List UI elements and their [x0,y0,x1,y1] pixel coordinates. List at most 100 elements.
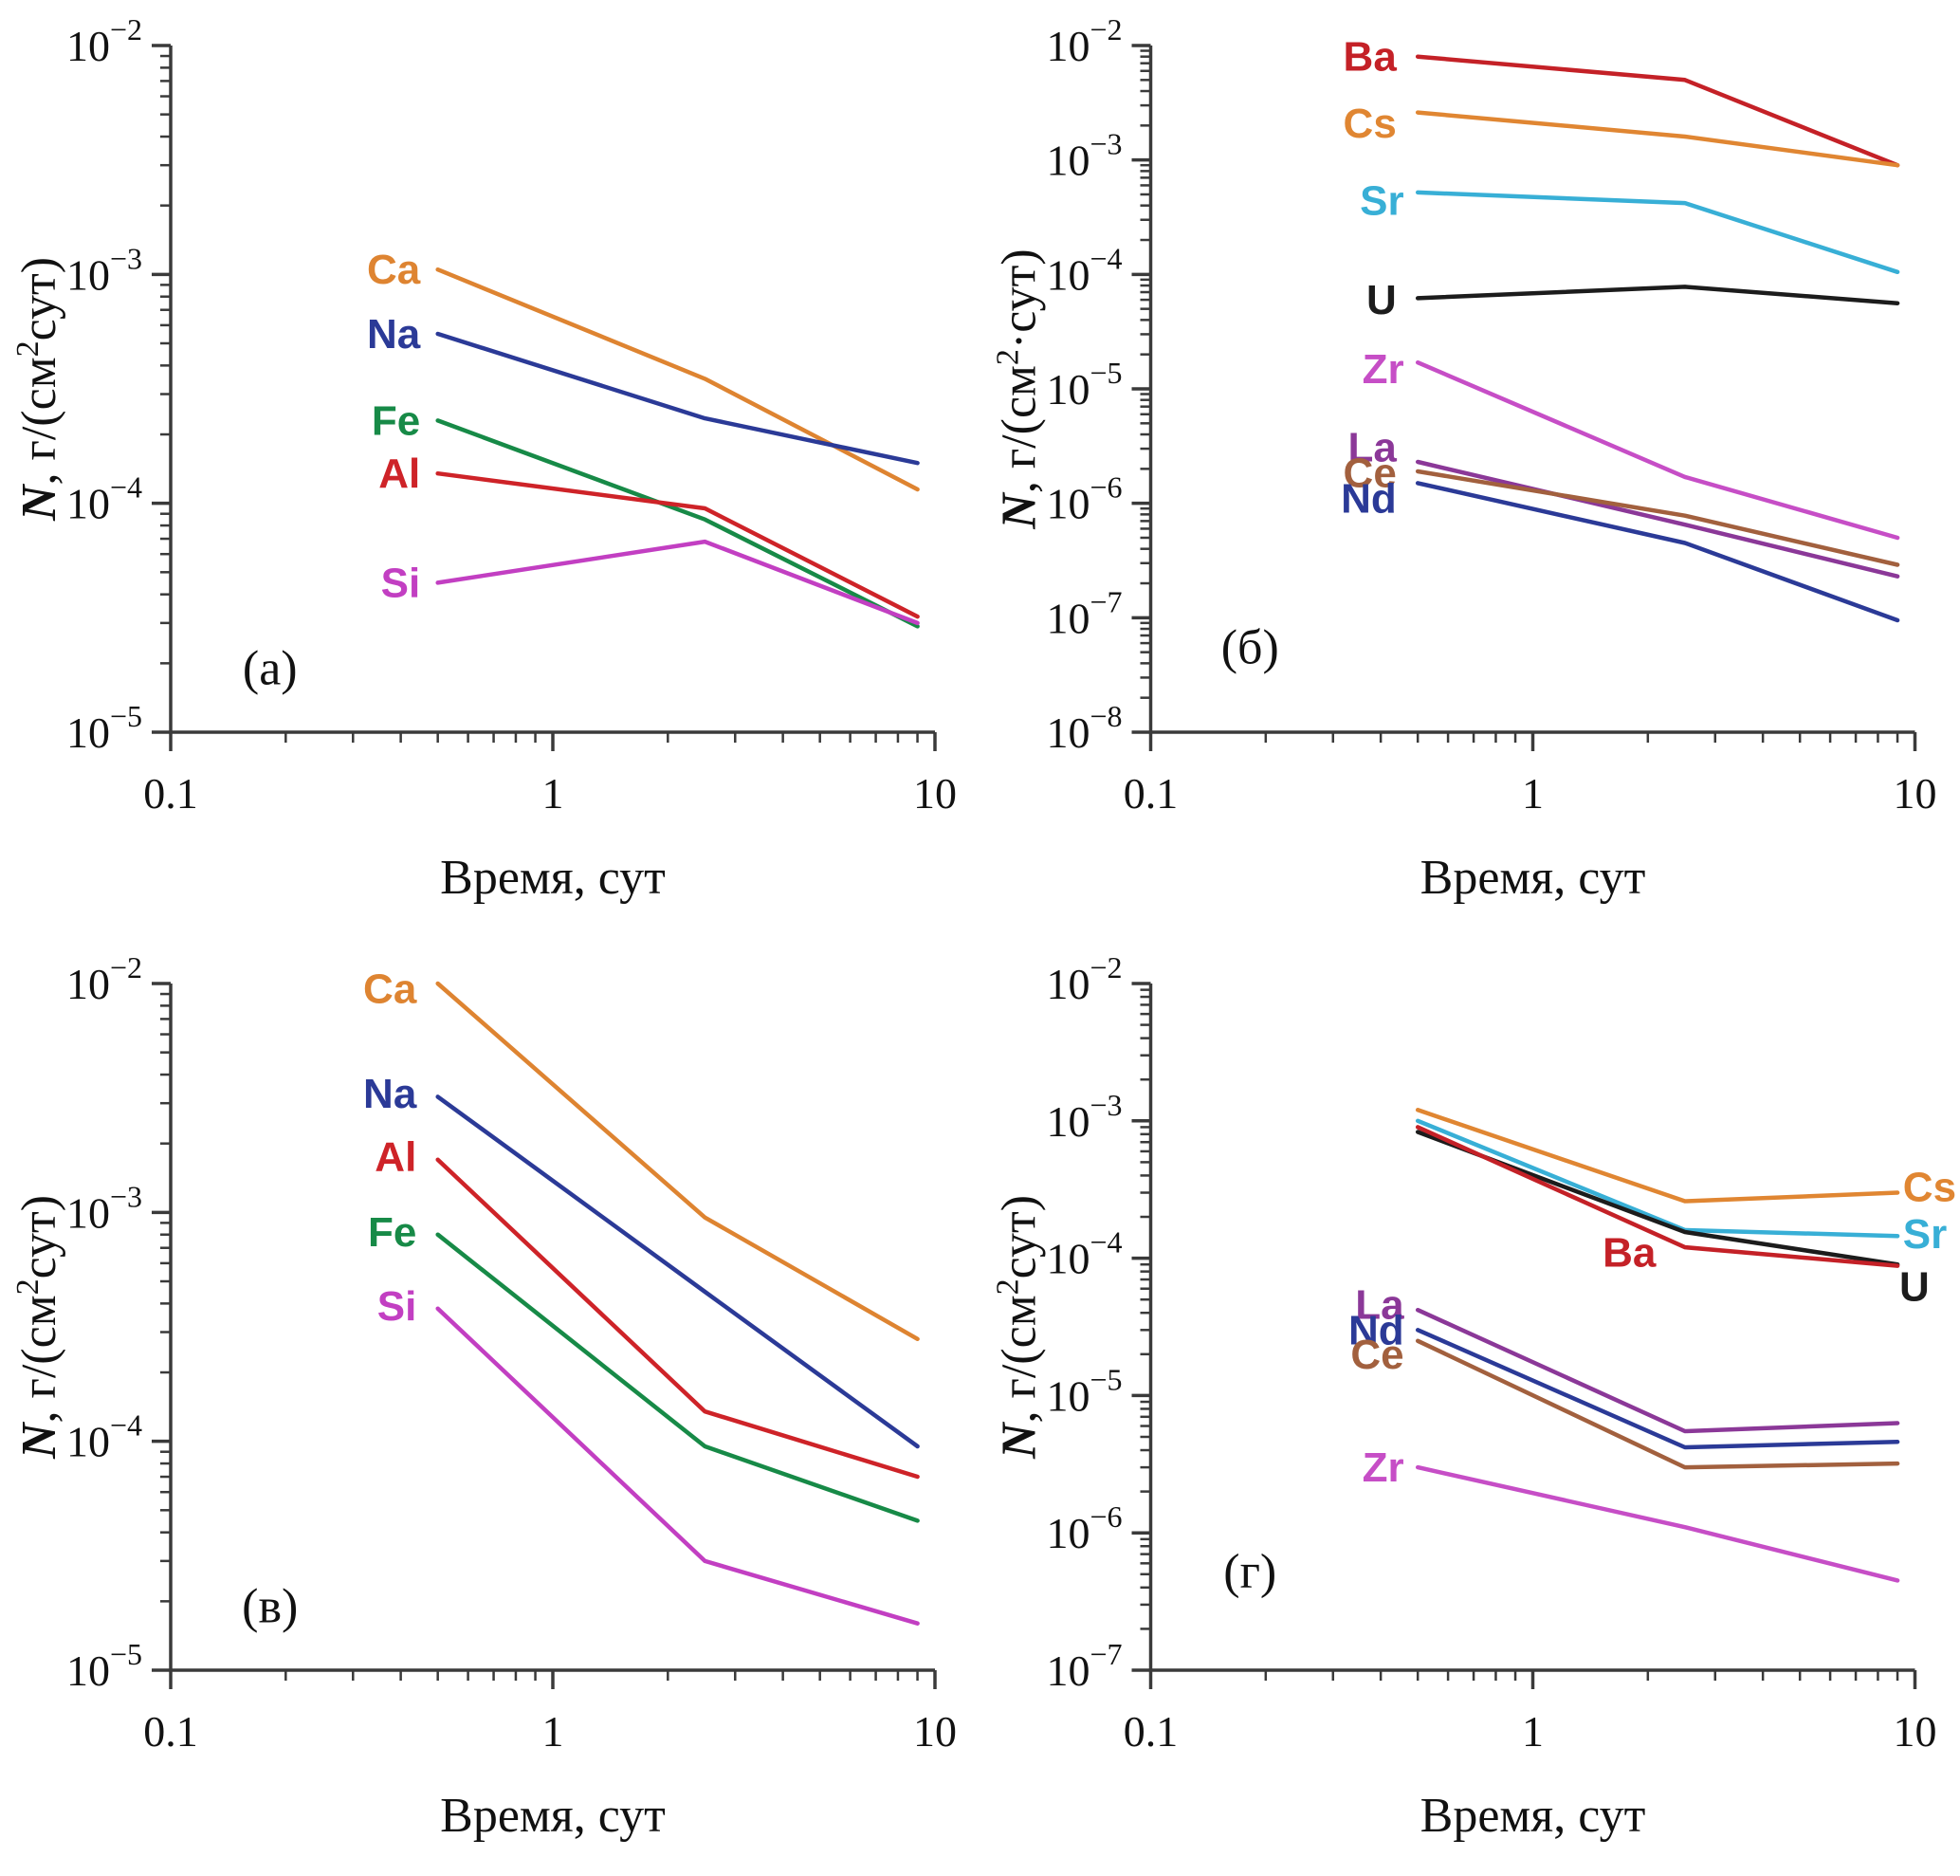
y-tick-label: 10−2 [1046,950,1122,1008]
series-label-U: U [1366,277,1397,323]
chart-panel-v: 10−2 10−3 10−4 10−50.1 1 10 Ca Na Al Fe Si (в) Время… [10,950,957,1843]
series-label-Al: Al [378,451,420,497]
x-tick-label: 1 [1522,769,1544,818]
y-tick-label: 10−7 [1046,1637,1122,1695]
y-axis-title: N, г/(см2·сут) [991,248,1047,529]
series-label-U: U [1899,1264,1930,1311]
x-axis-title: Время, сут [440,851,666,905]
x-tick-label: 10 [913,769,957,818]
series-label-Fe: Fe [372,397,420,444]
y-tick-label: 10−3 [66,1179,142,1237]
series-line-Fe [435,1232,920,1523]
series-label-Sr: Sr [1360,178,1403,225]
series-label-Al: Al [375,1134,416,1181]
axis-frame [169,46,935,734]
series-label-Sr: Sr [1903,1211,1947,1258]
y-axis-title: N, г/(см2сут) [991,1195,1047,1460]
x-tick-label: 0.1 [143,769,198,818]
y-tick-label: 10−2 [66,12,142,70]
y-tick-label: 10−4 [1046,241,1122,299]
series-label-Nd: Nd [1348,1307,1404,1353]
panel-letter: (г) [1223,1545,1276,1599]
x-tick-label: 1 [1522,1707,1544,1756]
series-line-Zr [1415,1464,1900,1583]
series-line-Na [435,1094,920,1449]
x-tick-label: 1 [542,769,564,818]
series-label-Ce: Ce [1344,450,1397,496]
x-tick-label: 0.1 [1124,1707,1179,1756]
series-label-La: La [1355,1281,1404,1328]
series-line-Na [435,331,920,466]
y-tick-label: 10−8 [1046,699,1122,757]
series-label-Fe: Fe [368,1209,416,1256]
x-tick-label: 0.1 [143,1707,198,1756]
series-line-Ba [1415,54,1900,168]
chart-panel-b: 10−2 10−3 10−4 10−5 10−6 10−7 10−80.1 1 10 Ba Cs Sr… [991,12,1937,905]
y-tick-label: 10−5 [66,699,142,757]
series-line-Al [435,470,920,619]
panel-g: 10−2 10−3 10−4 10−5 10−6 10−7 0.1 1 10 Cs Sr U Ba La N… [980,938,1960,1876]
series-label-Na: Na [363,1071,417,1117]
series-label-Cs: Cs [1903,1165,1956,1211]
x-axis-title: Время, сут [440,1789,666,1843]
series-label-Ca: Ca [367,247,421,293]
series-label-Si: Si [377,1283,417,1330]
x-tick-label: 1 [542,1707,564,1756]
series-line-Ba [1415,1125,1900,1268]
y-tick-label: 10−3 [1046,1088,1122,1146]
series-line-Ce [1415,1338,1900,1470]
panel-b: 10−2 10−3 10−4 10−5 10−6 10−7 10−8 0.1 1 10 Ba Cs Sr… [980,0,1960,938]
panel-letter: (в) [242,1579,298,1633]
series-line-Ca [435,981,920,1342]
y-tick-label: 10−4 [1046,1225,1122,1283]
panel-letter: (б) [1221,621,1279,675]
series-label-La: La [1347,424,1397,470]
series-label-Ce: Ce [1350,1332,1403,1378]
series-label-Zr: Zr [1363,1444,1404,1491]
y-axis-title: N, г/(см2сут) [10,257,66,522]
series-line-Sr [1415,190,1900,275]
series-label-Na: Na [367,311,421,358]
series-line-Zr [1415,359,1900,541]
series-line-Fe [435,418,920,629]
series-line-Cs [1415,1108,1900,1204]
series-line-La [1415,1307,1900,1434]
y-tick-label: 10−7 [1046,584,1122,642]
series-label-Zr: Zr [1363,346,1404,393]
panel-v: 10−2 10−3 10−4 10−5 0.1 1 10 Ca Na Al Fe Si (в) Время… [0,938,980,1876]
series-line-Nd [1415,1328,1900,1450]
chart-panel-a: 10−2 10−3 10−4 10−50.1 1 10 Ca Na Fe Al Si (а) Время… [10,12,957,905]
series-line-Ca [435,267,920,492]
series-label-Cs: Cs [1344,101,1397,147]
series-line-U [1415,285,1900,305]
x-tick-label: 10 [913,1707,957,1756]
series-label-Nd: Nd [1341,476,1397,523]
x-tick-label: 0.1 [1124,769,1179,818]
series-label-Ba: Ba [1344,34,1398,81]
x-tick-label: 10 [1894,769,1937,818]
series-label-Si: Si [381,560,421,606]
series-line-Al [435,1157,920,1480]
panel-letter: (а) [243,641,298,695]
series-line-La [1415,459,1900,579]
x-tick-label: 10 [1894,1707,1937,1756]
series-line-Cs [1415,110,1900,168]
chart-panel-g: 10−210−310−410−510−610−70.1 1 10CsSrUBaLaN… [991,950,1957,1843]
y-tick-label: 10−4 [66,1408,142,1466]
y-tick-label: 10−3 [66,241,142,299]
series-line-Sr [1415,1118,1900,1239]
y-tick-label: 10−3 [1046,127,1122,185]
x-axis-title: Время, сут [1420,1789,1646,1843]
series-line-Nd [1415,481,1900,623]
y-tick-label: 10−2 [1046,12,1122,70]
y-tick-label: 10−6 [1046,470,1122,528]
y-tick-label: 10−5 [66,1637,142,1695]
series-label-Ba: Ba [1603,1230,1657,1277]
y-tick-label: 10−6 [1046,1499,1122,1557]
y-tick-label: 10−2 [66,950,142,1008]
y-tick-label: 10−4 [66,470,142,528]
y-tick-label: 10−5 [1046,1362,1122,1420]
series-line-Ce [1415,469,1900,567]
series-line-Si [435,1306,920,1626]
